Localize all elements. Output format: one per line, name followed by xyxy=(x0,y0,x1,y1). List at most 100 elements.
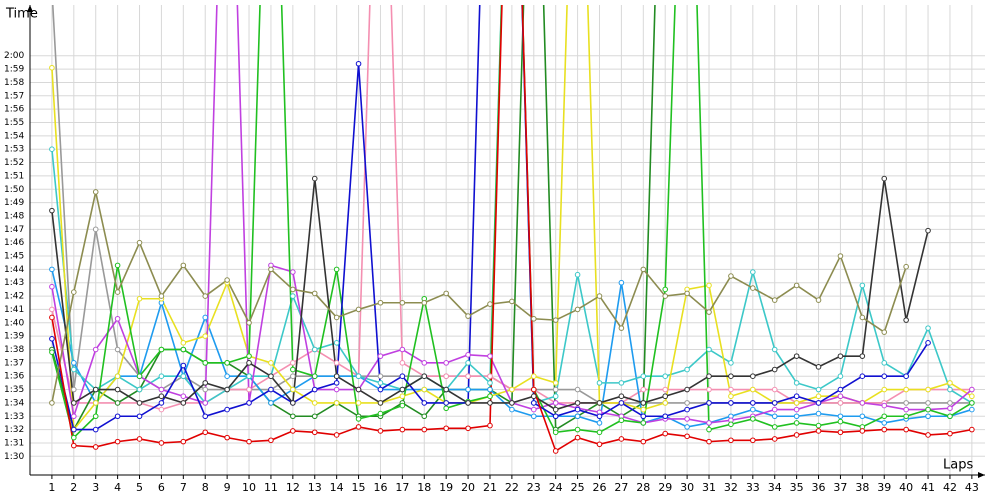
lap-point xyxy=(815,297,822,303)
lap-point xyxy=(684,366,690,373)
lap-point xyxy=(815,410,822,417)
lap-point xyxy=(574,434,581,441)
lap-point xyxy=(443,360,449,366)
lap-point xyxy=(333,386,340,393)
lap-point xyxy=(355,306,362,313)
lap-point xyxy=(224,434,230,441)
lap-point xyxy=(268,437,274,444)
x-tick-label: 16 xyxy=(373,481,387,494)
y-tick-label: 1:35 xyxy=(4,385,24,395)
lap-point xyxy=(311,346,318,353)
lap-point xyxy=(49,266,55,273)
lap-point xyxy=(180,346,187,353)
y-tick-label: 1:54 xyxy=(4,131,24,141)
lap-point xyxy=(750,373,756,379)
y-tick-label: 2:00 xyxy=(4,51,24,61)
lap-point xyxy=(530,393,537,400)
lap-point xyxy=(487,380,493,386)
y-tick-label: 1:52 xyxy=(4,158,24,168)
lap-point xyxy=(706,438,712,445)
x-tick-label: 11 xyxy=(264,481,278,494)
lap-point xyxy=(750,406,756,413)
lap-point xyxy=(290,373,296,379)
y-tick-label: 1:42 xyxy=(4,292,24,302)
lap-point xyxy=(71,434,77,441)
x-tick-label: 32 xyxy=(724,481,738,494)
lap-point xyxy=(596,420,603,426)
lap-point xyxy=(290,386,296,393)
lap-point xyxy=(530,373,537,379)
x-tick-label: 5 xyxy=(136,481,143,494)
lap-point xyxy=(947,405,953,412)
lap-point xyxy=(684,416,690,422)
lap-point xyxy=(530,406,537,413)
lap-point xyxy=(596,380,603,386)
lap-point xyxy=(793,393,800,400)
lap-point xyxy=(793,413,800,420)
lap-point xyxy=(793,406,800,413)
lap-point xyxy=(706,386,712,393)
lap-point xyxy=(881,413,888,420)
lap-point xyxy=(355,60,362,67)
x-tick-label: 21 xyxy=(483,481,497,494)
lap-point xyxy=(114,400,121,406)
x-tick-label: 12 xyxy=(286,481,300,494)
lap-point xyxy=(136,373,143,379)
lap-point xyxy=(771,366,778,373)
lap-point xyxy=(771,297,778,303)
lap-point xyxy=(837,429,844,436)
lap-point xyxy=(443,405,449,412)
lap-point xyxy=(925,386,931,393)
lap-point xyxy=(136,436,143,442)
lap-point xyxy=(552,448,559,454)
lap-point xyxy=(596,429,603,436)
lap-point xyxy=(859,400,866,406)
lap-point xyxy=(552,429,559,436)
lap-point xyxy=(881,175,888,182)
lap-point xyxy=(399,373,406,379)
lap-point xyxy=(114,438,121,445)
lap-point xyxy=(706,309,712,315)
lap-point xyxy=(399,402,406,409)
lap-point xyxy=(399,360,406,366)
y-tick-label: 1:47 xyxy=(4,225,24,235)
lap-point xyxy=(465,386,471,393)
lap-point xyxy=(552,413,559,420)
lap-point xyxy=(684,406,690,413)
x-tick-label: 19 xyxy=(439,481,453,494)
lap-point xyxy=(925,227,931,234)
lap-point xyxy=(355,386,362,393)
lap-point xyxy=(574,271,581,278)
x-tick-label: 22 xyxy=(505,481,519,494)
lap-point xyxy=(837,373,844,379)
lap-point xyxy=(487,386,493,393)
lap-point xyxy=(421,413,428,420)
y-tick-label: 1:51 xyxy=(4,171,24,181)
lap-point xyxy=(92,400,99,406)
lap-point xyxy=(92,386,99,393)
x-tick-label: 17 xyxy=(395,481,409,494)
lap-point xyxy=(71,442,77,449)
lap-point xyxy=(662,430,669,437)
y-tick-label: 1:33 xyxy=(4,412,24,422)
x-tick-label: 15 xyxy=(352,481,366,494)
lap-point xyxy=(311,290,318,297)
lap-point xyxy=(574,406,581,413)
lap-point xyxy=(947,380,953,386)
lap-point xyxy=(180,262,187,269)
lap-point xyxy=(750,400,756,406)
lap-point xyxy=(136,413,143,420)
lap-point xyxy=(487,400,493,406)
lap-point xyxy=(246,400,252,406)
lap-point xyxy=(574,426,581,433)
lap-point xyxy=(333,266,340,273)
lap-point xyxy=(837,386,844,393)
lap-point xyxy=(399,386,406,393)
y-tick-label: 1:37 xyxy=(4,358,24,368)
y-tick-label: 1:36 xyxy=(4,372,24,382)
x-tick-label: 28 xyxy=(636,481,650,494)
lap-point xyxy=(202,380,209,386)
lap-point xyxy=(421,299,428,306)
lap-point xyxy=(662,293,669,299)
lap-point xyxy=(443,373,449,379)
